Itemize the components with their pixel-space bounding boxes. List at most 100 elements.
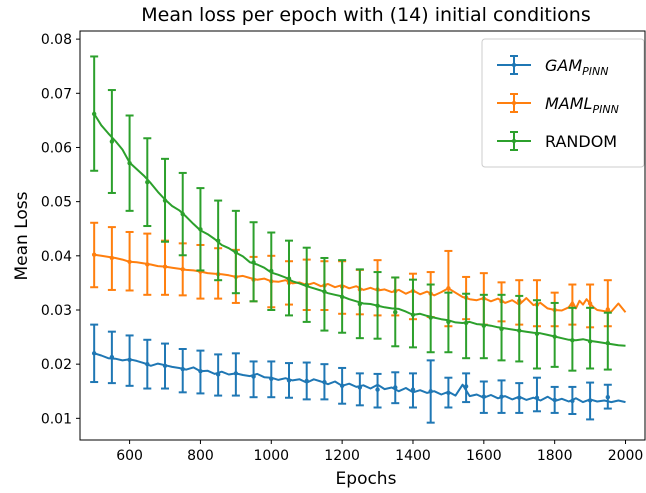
error-bar-random: [161, 157, 170, 243]
error-bar-random: [391, 276, 400, 348]
legend-item-random: RANDOM: [497, 131, 617, 151]
data-point-gam: [127, 357, 132, 363]
data-point-random: [269, 268, 274, 274]
legend-label-subscript: PINN: [582, 65, 608, 78]
data-point-gam: [198, 369, 203, 374]
data-point-gam: [463, 384, 469, 389]
error-bar-gam: [497, 379, 506, 414]
data-point-random: [587, 339, 593, 344]
axes-frame: [79, 30, 646, 441]
x-tick-label: 1000: [253, 448, 289, 464]
series-layer: [90, 55, 627, 424]
data-point-gam: [215, 372, 221, 377]
error-bar-random: [302, 246, 311, 323]
data-point-gam: [446, 390, 451, 396]
series-line-maml: [94, 253, 627, 313]
error-bar-random: [267, 231, 276, 311]
y-tick-label: 0.07: [41, 86, 72, 102]
error-bar-random: [107, 89, 116, 194]
legend-swatch-marker: [511, 100, 517, 106]
data-point-random: [91, 111, 97, 117]
error-bar-random: [515, 294, 524, 363]
x-tick-label: 2000: [608, 448, 644, 464]
data-point-maml: [109, 255, 115, 261]
legend-label-main: MAML: [545, 94, 592, 113]
y-tick-label: 0.05: [41, 195, 72, 211]
error-bar-random: [178, 171, 187, 257]
legend-label-maml: MAMLPINN: [545, 94, 619, 116]
data-point-random: [145, 179, 150, 185]
data-point-gam: [233, 371, 239, 376]
data-point-random: [463, 320, 469, 326]
error-bar-random: [532, 299, 541, 370]
data-point-random: [570, 338, 575, 343]
x-tick-label: 1800: [537, 448, 573, 464]
data-point-gam: [251, 374, 256, 379]
legend-box: [481, 38, 645, 168]
error-bar-random: [231, 209, 240, 295]
error-bar-gam: [196, 349, 205, 395]
data-point-gam: [552, 397, 557, 403]
y-axis-label: Mean Loss: [12, 191, 32, 280]
error-bar-random: [462, 292, 471, 360]
data-point-random: [233, 249, 239, 255]
data-point-random: [446, 319, 451, 325]
data-point-gam: [339, 383, 345, 389]
data-point-gam: [605, 395, 611, 400]
x-tick-label: 800: [187, 448, 214, 464]
legend-label-gam: GAMPINN: [545, 56, 609, 78]
error-bar-random: [568, 306, 577, 372]
error-bar-gam: [267, 360, 276, 399]
error-bar-gam: [462, 372, 471, 404]
data-point-gam: [304, 378, 309, 384]
data-point-gam: [357, 385, 363, 390]
data-point-random: [109, 139, 115, 144]
legend-swatch-marker: [511, 62, 517, 68]
data-point-random: [180, 211, 185, 217]
data-point-random: [162, 198, 168, 203]
data-point-gam: [322, 379, 327, 385]
data-point-maml: [91, 252, 97, 257]
data-point-gam: [534, 395, 540, 400]
legend-swatch-marker: [511, 138, 517, 144]
error-bar-random: [426, 283, 435, 354]
x-tick-label: 1400: [395, 448, 431, 464]
error-bar-random: [603, 311, 612, 371]
data-point-random: [339, 294, 345, 300]
data-point-gam: [410, 387, 416, 392]
error-bar-gam: [479, 380, 488, 414]
error-bar-gam: [426, 359, 435, 424]
error-bar-gam: [408, 372, 417, 409]
error-bar-random: [479, 293, 488, 360]
data-point-maml: [127, 259, 132, 264]
error-bar-gam: [107, 330, 116, 385]
data-point-gam: [428, 389, 433, 394]
data-point-maml: [145, 262, 150, 267]
series-random: [90, 55, 626, 372]
error-bar-maml: [125, 230, 134, 292]
error-bar-random: [196, 187, 205, 272]
y-axis: 0.01 0.02 0.03 0.04 0.05 0.06 0.07 0.08: [41, 32, 80, 427]
data-point-gam: [393, 385, 398, 390]
y-tick-label: 0.08: [41, 32, 72, 48]
data-point-maml: [570, 302, 575, 307]
error-bar-gam: [125, 334, 134, 387]
x-axis-label: Epochs: [336, 469, 397, 489]
error-bar-gam: [284, 362, 293, 399]
data-point-random: [198, 227, 203, 232]
data-point-random: [357, 301, 363, 307]
error-bar-gam: [391, 371, 400, 405]
data-point-random: [605, 340, 611, 346]
error-bar-gam: [568, 385, 577, 415]
error-bar-gam: [161, 342, 170, 390]
series-gam: [90, 323, 626, 424]
error-bar-gam: [515, 382, 524, 414]
legend-item-maml: MAMLPINN: [497, 93, 619, 116]
data-point-random: [304, 282, 309, 288]
legend-label-random: RANDOM: [545, 132, 617, 151]
error-bar-random: [444, 291, 453, 354]
data-point-random: [481, 323, 487, 328]
legend-label-main: GAM: [545, 56, 582, 75]
data-point-random: [322, 289, 327, 294]
